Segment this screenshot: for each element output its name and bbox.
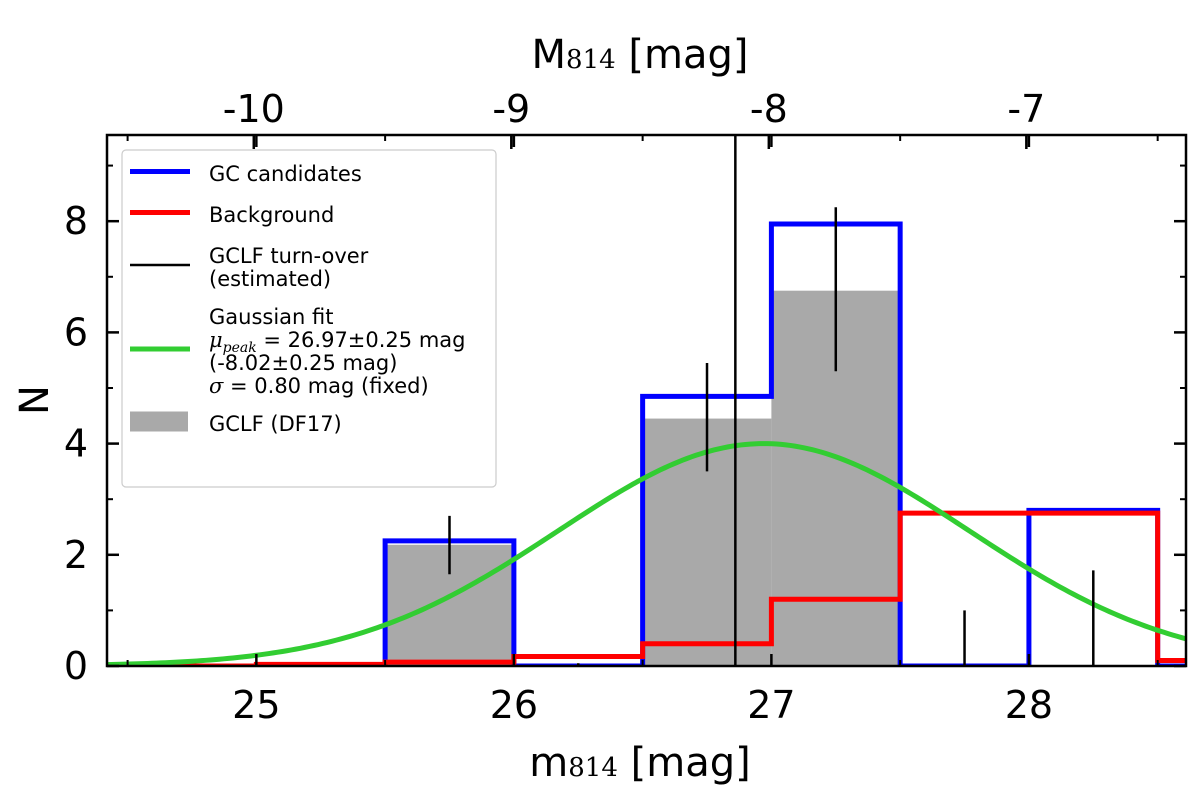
legend-label: GCLF (DF17) <box>209 412 342 436</box>
y-tick-label: 6 <box>64 310 88 354</box>
plot-frame <box>105 133 1188 668</box>
error-bars <box>448 207 1095 666</box>
x2-tick-label: -7 <box>1007 87 1045 131</box>
legend-box <box>121 149 497 488</box>
y-tick-label: 2 <box>64 533 88 577</box>
y-axis-title: N <box>12 385 58 415</box>
gaussian-fit-layer <box>107 441 1186 666</box>
x-tick-label: 26 <box>490 683 538 727</box>
y-tick-label: 8 <box>64 199 88 243</box>
y-tick-label: 4 <box>64 422 88 466</box>
y-tick-label: 0 <box>64 644 88 688</box>
x-tick-label: 27 <box>747 683 795 727</box>
legend: GC candidates Background GCLF turn-over(es… <box>121 149 497 488</box>
x2-axis-title: M814 [mag] <box>532 32 749 78</box>
x-axis-title: m814 [mag] <box>529 740 750 786</box>
histogram-steps <box>127 221 1186 666</box>
legend-label: (estimated) <box>209 267 331 291</box>
gc-candidates-step <box>127 221 1186 666</box>
legend-label: (-8.02±0.25 mag) <box>209 351 397 375</box>
gaussian-fit-curve <box>107 441 1186 666</box>
x2-tick-label: -10 <box>223 87 285 131</box>
legend-label: σ = 0.80 mag (fixed) <box>209 374 429 398</box>
legend-label: Background <box>209 203 334 227</box>
legend-label: GCLF turn-over <box>209 244 369 268</box>
x-tick-label: 28 <box>1005 683 1053 727</box>
legend-swatch <box>130 411 188 432</box>
background-step <box>127 510 1186 666</box>
x-tick-label: 25 <box>232 683 280 727</box>
legend-label: GC candidates <box>209 162 362 186</box>
legend-label: μpeak = 26.97±0.25 mag <box>209 328 465 356</box>
x2-tick-label: -9 <box>492 87 530 131</box>
axes: 25 26 27 28 -10 -9 -8 -7 0 2 4 6 8 m814 [mag] M814 [ma… <box>12 32 1188 786</box>
x2-tick-label: -8 <box>750 87 788 131</box>
legend-label: Gaussian fit <box>209 305 333 329</box>
